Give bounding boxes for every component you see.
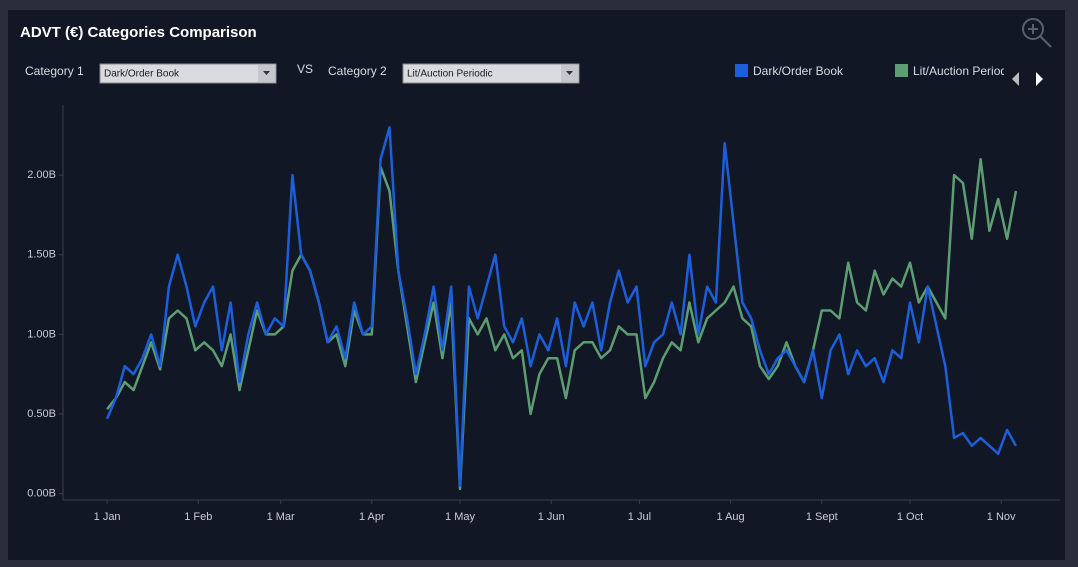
y-tick-label: 1.00B	[27, 328, 56, 340]
x-tick-label: 1 Apr	[359, 511, 385, 523]
category1-label: Category 1	[25, 64, 84, 78]
zoom-icon[interactable]	[1022, 18, 1052, 48]
x-tick-label: 1 Aug	[717, 511, 745, 523]
legend-prev[interactable]	[1012, 72, 1019, 86]
x-tick-label: 1 Feb	[184, 511, 212, 523]
category1-value: Dark/Order Book	[104, 69, 180, 80]
category2-value: Lit/Auction Periodic	[407, 69, 493, 80]
legend-item[interactable]: Dark/Order Book	[735, 64, 844, 78]
legend-item[interactable]: Lit/Auction Periodic	[895, 64, 1016, 78]
category1-dropdown[interactable]: Dark/Order Book	[99, 63, 277, 84]
y-tick-label: 0.50B	[27, 408, 56, 420]
legend-swatch	[735, 64, 748, 77]
legend-next[interactable]	[1036, 72, 1043, 86]
x-tick-label: 1 Jan	[94, 511, 121, 523]
chart-title: ADVT (€) Categories Comparison	[20, 24, 257, 41]
legend-label: Lit/Auction Periodic	[913, 64, 1016, 78]
x-tick-label: 1 Jul	[628, 511, 651, 523]
x-tick-label: 1 Nov	[987, 511, 1016, 523]
x-tick-label: 1 May	[445, 511, 475, 523]
x-tick-label: 1 Oct	[897, 511, 923, 523]
series-line	[106, 157, 1018, 491]
vs-label: VS	[297, 62, 313, 76]
x-tick-label: 1 Jun	[538, 511, 565, 523]
panel	[8, 10, 1065, 560]
category2-label: Category 2	[328, 64, 387, 78]
y-tick-label: 1.50B	[27, 249, 56, 261]
legend-swatch	[895, 64, 908, 77]
legend-label: Dark/Order Book	[753, 64, 844, 78]
y-tick-label: 2.00B	[27, 169, 56, 181]
x-tick-label: 1 Mar	[267, 511, 295, 523]
y-tick-label: 0.00B	[27, 488, 56, 500]
series-line	[105, 126, 1017, 487]
category2-dropdown[interactable]: Lit/Auction Periodic	[402, 63, 580, 84]
x-tick-label: 1 Sept	[806, 511, 838, 523]
